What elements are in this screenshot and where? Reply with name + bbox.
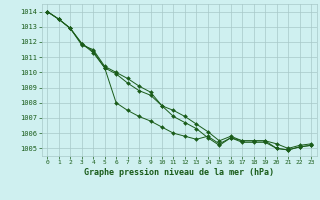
X-axis label: Graphe pression niveau de la mer (hPa): Graphe pression niveau de la mer (hPa) — [84, 168, 274, 177]
